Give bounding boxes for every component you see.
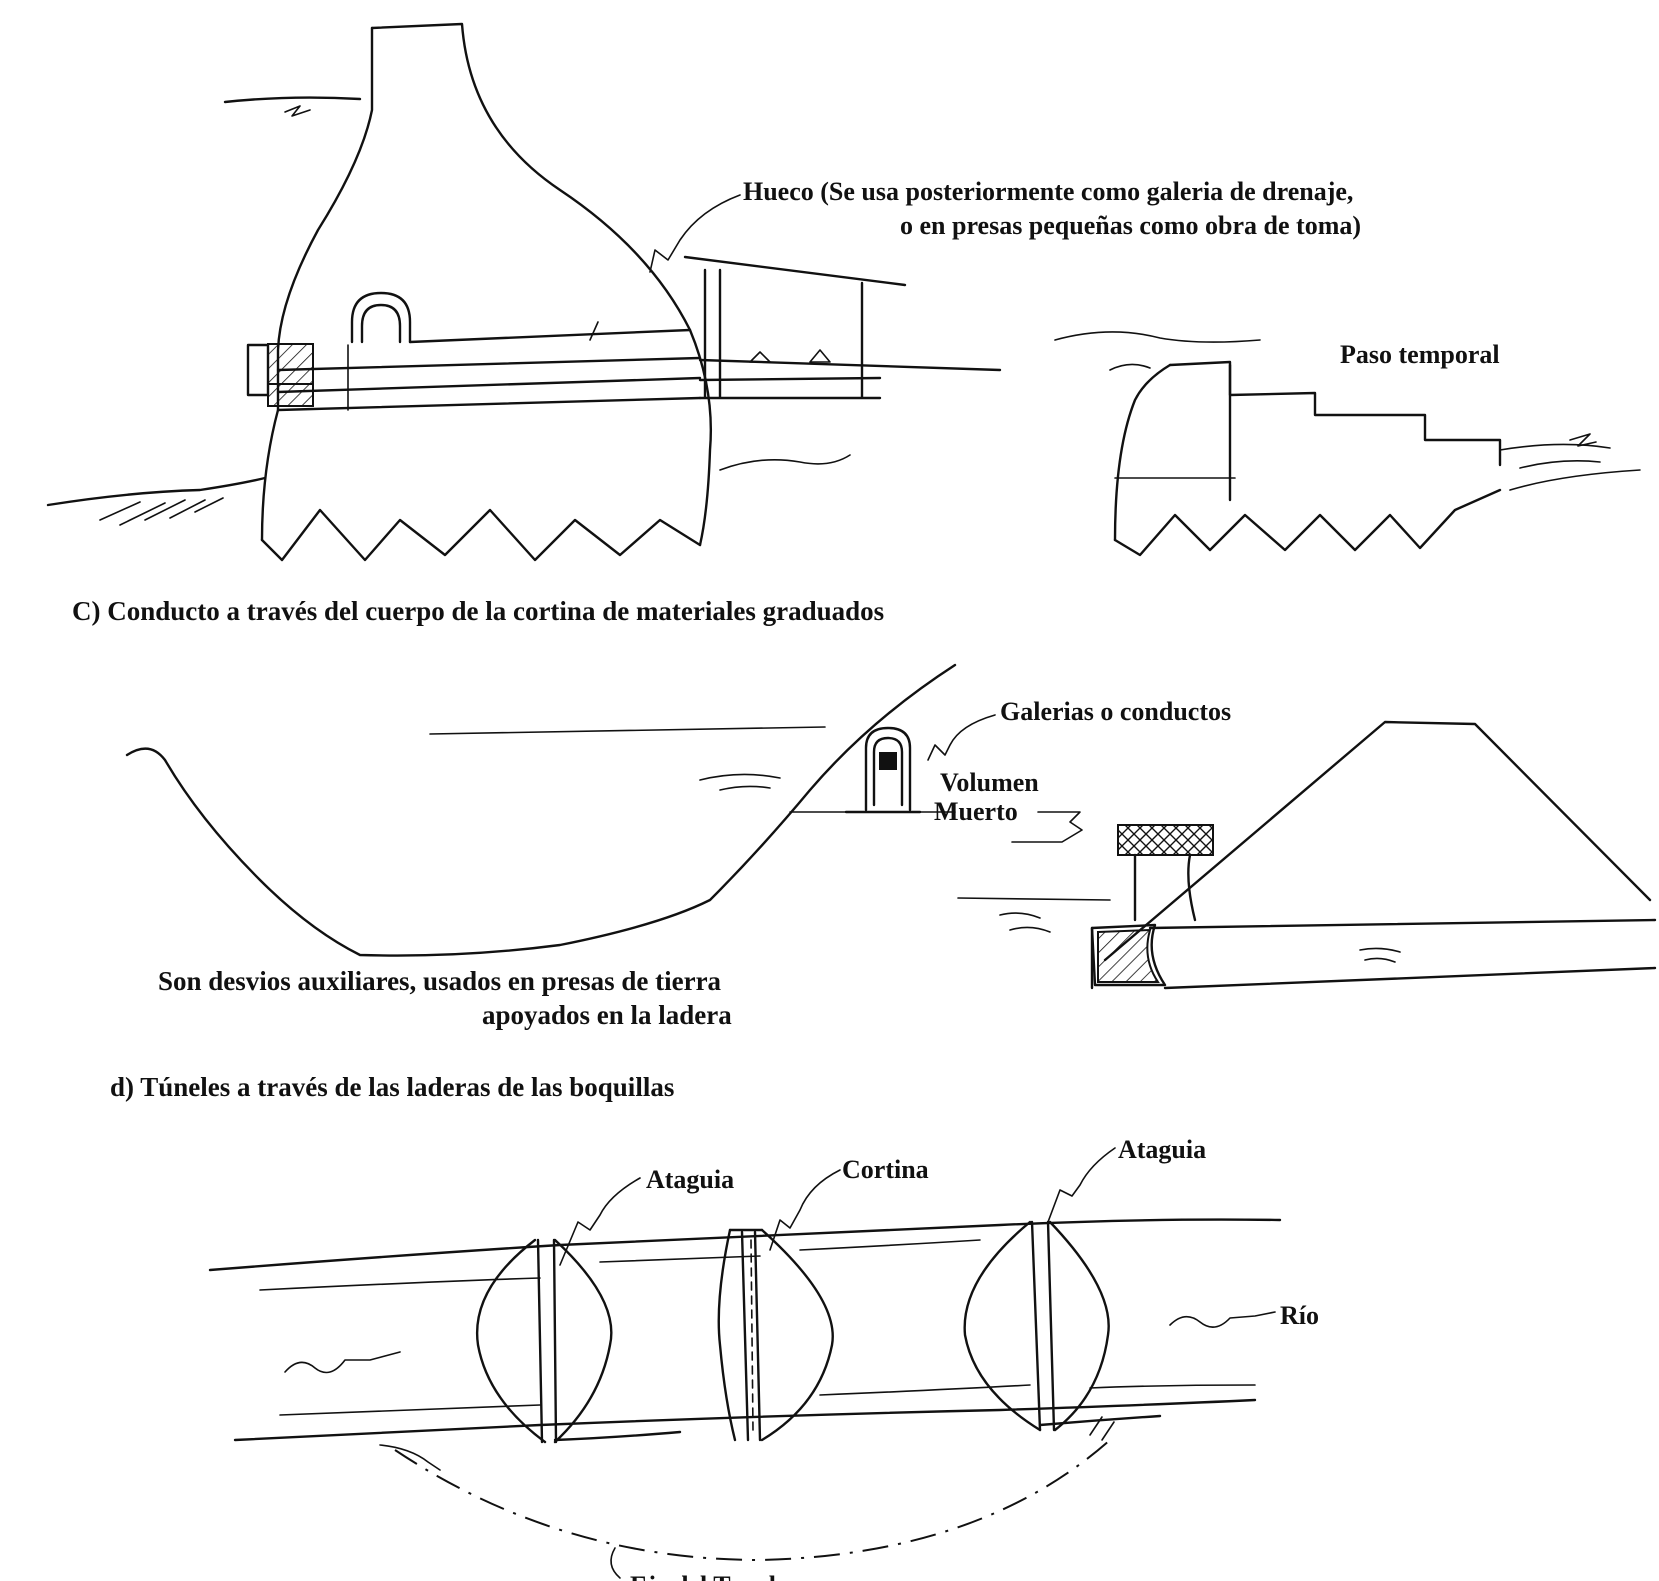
water-wave-mark [284,105,311,117]
temporal-flow-arrow [1569,433,1597,447]
downstream-water [719,454,851,471]
tunnel-portal-left [379,1444,441,1471]
hueco-marker [589,321,599,341]
upstream-water-line [223,96,362,104]
eje-leader [610,1547,621,1579]
gallery-inner [872,736,904,807]
caption-section-c: C) Conducto a través del cuerpo de la co… [72,596,884,626]
river-bank-upper-2 [259,1239,981,1291]
muerto-leader [1011,811,1083,843]
hueco-leader [649,194,741,273]
label-galerias: Galerias o conductos [1000,697,1231,726]
ataguia-right-leader [1047,1147,1116,1223]
dam-downstream-face [370,22,713,547]
temporal-downstream-water [1499,443,1641,491]
cofferdam-right-crest [1030,1220,1056,1432]
note-line2: apoyados en la ladera [482,1000,732,1030]
gallery-outer [864,726,912,812]
cofferdam-right-upstream [963,1220,1042,1432]
curtain-crest [728,1228,764,1442]
river-bank-lower-2 [279,1384,1256,1416]
tunnel-portal-right [1089,1416,1115,1441]
label-hueco-line2: o en presas pequeñas como obra de toma) [900,211,1361,240]
aux-water-line [957,897,1111,933]
gallery-gate [879,752,897,770]
cortina-leader [769,1169,841,1251]
temporal-water-line [1054,331,1261,343]
conduit-plug-lower [267,383,314,407]
intake-structure [246,343,270,397]
intake-tower-shaft [1133,853,1197,922]
reservoir-water-marks [699,773,781,791]
valley-cross-section [125,663,957,957]
cofferdam-right [963,1220,1110,1432]
river-bank-upper [208,1218,1282,1272]
earth-dam-profile [1103,720,1652,962]
earth-dam-slope-sketch [957,720,1657,990]
cofferdam-left-upstream [475,1238,547,1444]
caption-section-d: d) Túneles a través de las laderas de la… [110,1072,674,1102]
diversion-plug-hatch [1097,928,1160,983]
gallery-conduit-icon [844,714,996,814]
dam-curtain-plan [717,1228,834,1442]
label-cortina: Cortina [842,1155,929,1184]
conduit-plug-upper [267,343,314,385]
conduit-outlet [698,358,1002,382]
label-eje-tunel: Eje del Tunel [630,1571,776,1581]
gallery-arch-inner [360,303,402,344]
galerias-leader [927,714,996,761]
intake-tower-top [1117,824,1214,856]
note-line1: Son desvios auxiliares, usados en presas… [158,966,722,996]
cofferdam-left [475,1238,613,1444]
curtain-downstream [760,1228,834,1442]
outlet-valve [749,349,831,363]
conduit-pipe [276,356,702,412]
label-ataguia-right: Ataguia [1118,1135,1206,1164]
tunnel-axis-line [394,1439,1111,1562]
label-volumen: Volumen [940,768,1039,797]
ataguia-left-leader [559,1177,641,1266]
foundation-rock [260,508,702,562]
temporal-foundation [1113,488,1502,557]
ground-hatch [99,497,224,526]
temporal-steps [1168,360,1502,467]
river-bank-lower [233,1398,1257,1442]
cofferdam-left-crest [536,1238,558,1444]
temporary-passage-sketch [1054,331,1641,557]
cofferdam-right-downstream [1048,1220,1110,1432]
gallery-line [408,328,692,344]
conduit-water-mark [1359,947,1401,963]
outlet-structure [683,255,907,400]
valley-profile-sketch [125,663,957,957]
temporal-water-mark [1109,363,1151,371]
gallery-arch [350,291,412,344]
label-ataguia-left: Ataguia [646,1165,734,1194]
label-rio: Río [1280,1301,1319,1330]
dam-cross-section-sketch [46,22,1002,562]
diversion-conduit-lines [1148,918,1657,990]
reservoir-water-line [429,726,826,735]
label-muerto: Muerto [934,797,1018,826]
flow-mark-right [1169,1311,1276,1328]
cofferdam-left-downstream [553,1238,613,1444]
flow-mark-left [284,1351,401,1374]
curtain-axis [750,1239,754,1431]
curtain-upstream [717,1228,737,1442]
dam-upstream-face [260,26,374,542]
ground-line [46,476,267,507]
label-paso-temporal: Paso temporal [1340,340,1500,369]
label-hueco-line1: Hueco (Se usa posteriormente como galeri… [743,177,1353,206]
temporal-upstream-face [1113,363,1172,542]
